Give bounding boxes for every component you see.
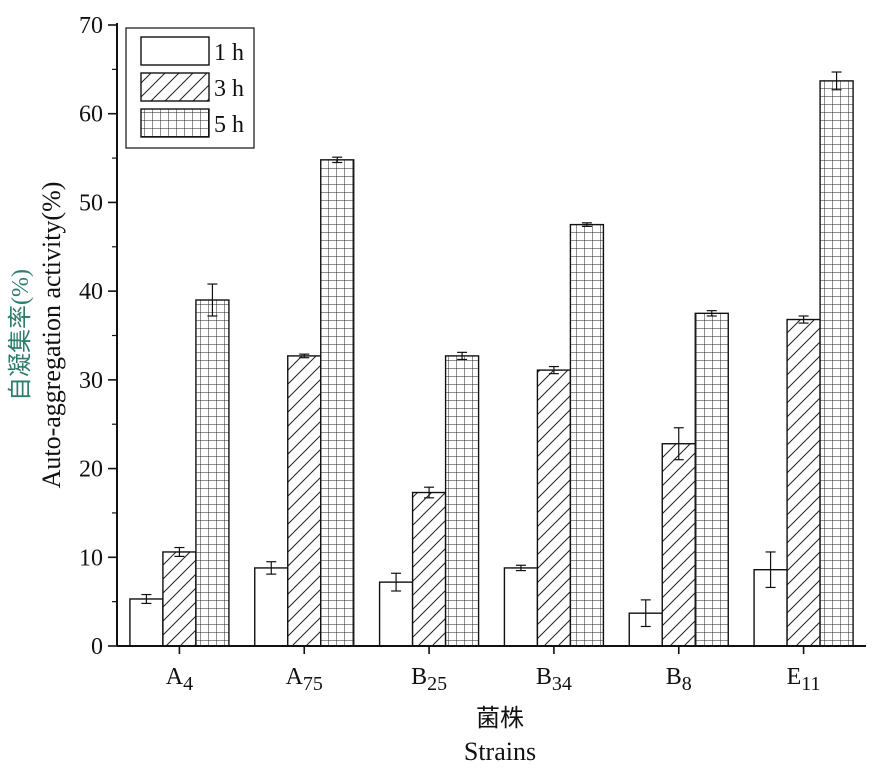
bar — [320, 159, 355, 647]
y-tick-label: 60 — [79, 102, 103, 128]
x-tick-label: A75 — [286, 664, 323, 695]
legend-swatch — [140, 108, 210, 138]
legend: 1 h 3 h 5 h — [125, 27, 255, 149]
y-tick-label: 20 — [79, 457, 103, 483]
bar — [411, 491, 447, 647]
x-tick-label: E11 — [787, 664, 821, 695]
x-tick-label: B25 — [411, 664, 447, 695]
bar — [694, 312, 729, 647]
bar — [536, 369, 572, 647]
x-axis-title: Strains — [464, 737, 536, 766]
bar — [254, 567, 289, 647]
bar — [129, 598, 164, 647]
legend-swatch — [140, 36, 210, 66]
y-tick-label: 50 — [79, 190, 103, 216]
bar — [378, 581, 414, 647]
bar — [786, 318, 821, 647]
x-tick-label: B8 — [666, 664, 692, 695]
y-tick-label: 70 — [79, 13, 103, 39]
bar — [162, 551, 197, 647]
legend-label: 3 h — [214, 76, 244, 102]
x-axis-title-cn: 菌株 — [476, 705, 524, 732]
bar — [444, 355, 480, 647]
legend-label: 5 h — [214, 112, 244, 138]
y-tick-label: 40 — [79, 279, 103, 305]
bar — [569, 223, 605, 647]
y-tick-label: 10 — [79, 545, 103, 571]
x-tick-label: B34 — [536, 664, 572, 695]
y-tick-label: 30 — [79, 368, 103, 394]
bar — [819, 80, 854, 647]
bar — [287, 355, 322, 647]
bar — [661, 443, 696, 647]
bar — [503, 567, 539, 647]
y-axis-title-cn: 自凝集率(%) — [7, 269, 34, 401]
legend-label: 1 h — [214, 40, 244, 66]
x-tick-label: A4 — [166, 664, 193, 695]
y-axis-title: Auto-aggregation activity(%) — [37, 182, 66, 489]
bar — [195, 299, 230, 647]
legend-swatch — [140, 72, 210, 102]
y-tick-label: 0 — [91, 634, 103, 660]
